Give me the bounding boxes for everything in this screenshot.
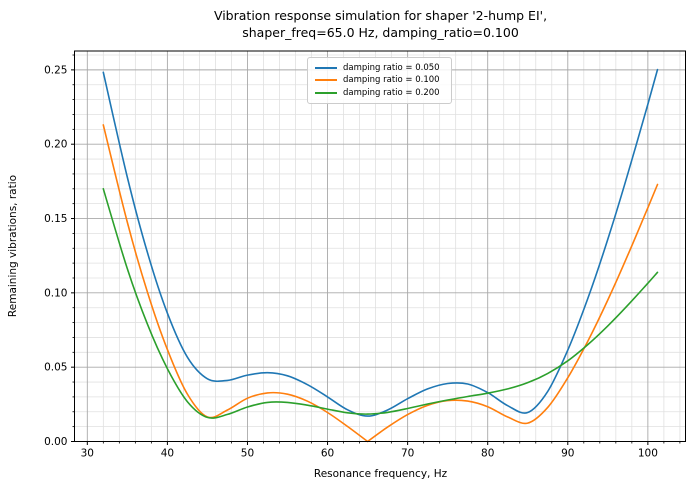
data-curves <box>102 68 659 443</box>
chart-title: Vibration response simulation for shaper… <box>75 8 686 41</box>
legend-label: damping ratio = 0.050 <box>343 63 440 74</box>
legend-label: damping ratio = 0.200 <box>343 87 440 98</box>
legend-item: damping ratio = 0.200 <box>315 87 445 99</box>
x-tick-label: 60 <box>321 448 334 460</box>
legend-line-swatch <box>315 91 337 94</box>
axes-spines <box>74 50 686 442</box>
legend-line-swatch <box>315 67 337 70</box>
legend-item: damping ratio = 0.100 <box>315 74 445 86</box>
minor-gridlines <box>74 51 686 442</box>
y-tick-label: 0.00 <box>44 436 67 448</box>
x-tick-label: 40 <box>161 448 174 460</box>
curve-0.050 <box>102 68 659 417</box>
curve-0.200 <box>102 188 659 419</box>
x-tick-label: 80 <box>481 448 494 460</box>
curve-0.100 <box>102 124 659 443</box>
x-tick-label: 90 <box>561 448 574 460</box>
x-tick-label: 30 <box>81 448 94 460</box>
legend-label: damping ratio = 0.100 <box>343 75 440 86</box>
tick-labels: 30 40 50 60 70 80 90 100 0.00 0.05 0.10 0.15 0.20 0.2… <box>44 64 658 459</box>
legend: damping ratio = 0.050 damping ratio = 0.1… <box>307 57 452 104</box>
y-tick-label: 0.10 <box>44 287 67 299</box>
legend-item: damping ratio = 0.050 <box>315 62 445 74</box>
x-axis-label: Resonance frequency, Hz <box>313 468 448 480</box>
major-gridlines <box>74 51 686 442</box>
chart-title-line1: Vibration response simulation for shaper… <box>213 8 548 23</box>
y-tick-label: 0.15 <box>44 213 67 225</box>
y-tick-label: 0.20 <box>44 139 67 151</box>
x-tick-label: 50 <box>241 448 254 460</box>
tick-marks <box>71 54 681 445</box>
y-tick-label: 0.05 <box>44 362 67 374</box>
x-tick-label: 100 <box>638 448 658 460</box>
chart-title-line2: shaper_freq=65.0 Hz, damping_ratio=0.100 <box>242 24 519 40</box>
legend-line-swatch <box>315 79 337 82</box>
x-tick-label: 70 <box>401 448 414 460</box>
y-axis-label: Remaining vibrations, ratio <box>7 174 19 318</box>
y-tick-label: 0.25 <box>44 64 67 76</box>
